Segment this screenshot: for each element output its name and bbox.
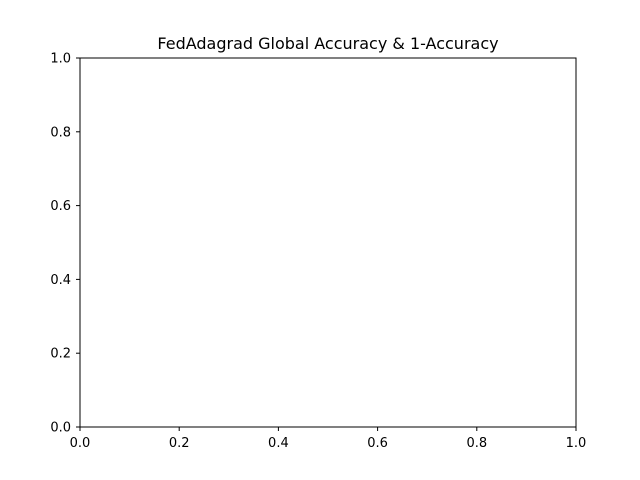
x-axis-ticks: 0.0 0.2 0.4 0.6 0.8 1.0 bbox=[70, 427, 587, 451]
x-tick-label: 1.0 bbox=[566, 436, 587, 451]
chart-title: FedAdagrad Global Accuracy & 1-Accuracy bbox=[157, 34, 498, 53]
x-tick-label: 0.2 bbox=[169, 436, 190, 451]
x-tick-label: 0.0 bbox=[70, 436, 91, 451]
x-tick-label: 0.4 bbox=[268, 436, 289, 451]
y-axis-ticks: 0.0 0.2 0.4 0.6 0.8 1.0 bbox=[50, 52, 80, 436]
plot-area-frame bbox=[79, 57, 577, 428]
y-tick-label: 1.0 bbox=[50, 52, 71, 67]
y-tick-label: 0.0 bbox=[50, 421, 71, 436]
y-tick-label: 0.2 bbox=[50, 347, 71, 362]
x-tick-label: 0.8 bbox=[466, 436, 487, 451]
y-tick-label: 0.6 bbox=[50, 199, 71, 214]
y-tick-label: 0.8 bbox=[50, 125, 71, 140]
x-tick-label: 0.6 bbox=[367, 436, 388, 451]
y-tick-label: 0.4 bbox=[50, 273, 71, 288]
